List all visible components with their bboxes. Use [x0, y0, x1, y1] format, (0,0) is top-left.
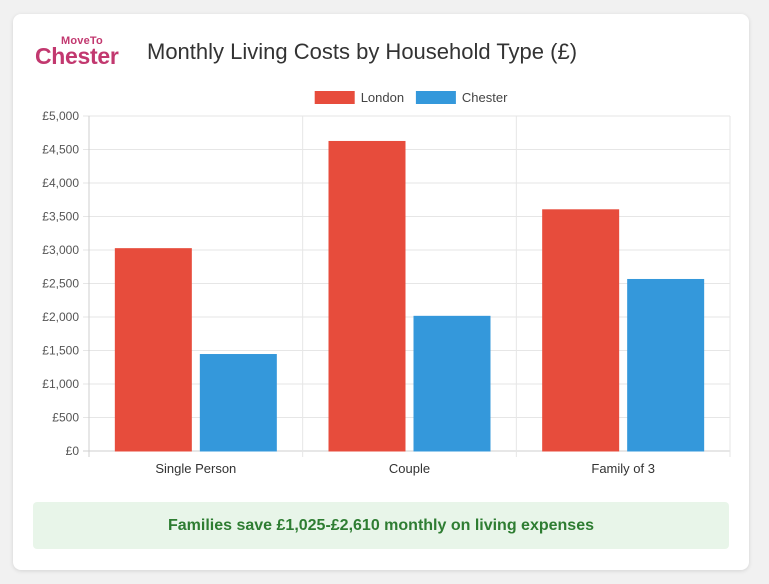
x-tick-label: Couple — [389, 461, 430, 476]
y-tick-label: £3,000 — [42, 243, 79, 257]
y-tick-label: £4,500 — [42, 143, 79, 157]
y-tick-label: £0 — [66, 444, 80, 458]
bar-london[interactable] — [114, 248, 192, 452]
card-header: MoveTo Chester Monthly Living Costs by H… — [35, 32, 577, 72]
bar-london[interactable] — [542, 209, 620, 452]
bar-chester[interactable] — [413, 315, 491, 452]
savings-banner: Families save £1,025-£2,610 monthly on l… — [33, 502, 729, 549]
y-tick-label: £1,500 — [42, 344, 79, 358]
y-tick-label: £2,500 — [42, 277, 79, 291]
x-tick-label: Family of 3 — [591, 461, 655, 476]
bar-london[interactable] — [328, 140, 406, 452]
logo-big-text: Chester — [35, 43, 119, 69]
savings-banner-text: Families save £1,025-£2,610 monthly on l… — [168, 516, 594, 534]
y-tick-label: £4,000 — [42, 176, 79, 190]
logo-small-text: MoveTo — [61, 35, 103, 47]
legend-label-chester[interactable]: Chester — [462, 90, 508, 105]
y-tick-label: £500 — [52, 411, 79, 425]
y-tick-label: £1,000 — [42, 377, 79, 391]
legend-swatch-chester[interactable] — [415, 91, 456, 104]
x-tick-label: Single Person — [155, 461, 236, 476]
legend-label-london[interactable]: London — [361, 90, 404, 105]
bar-chester[interactable] — [627, 278, 705, 452]
y-tick-label: £2,000 — [42, 310, 79, 324]
chart-card: MoveTo Chester Monthly Living Costs by H… — [13, 14, 749, 570]
y-tick-label: £3,500 — [42, 210, 79, 224]
legend-swatch-london[interactable] — [314, 91, 355, 104]
moveto-chester-logo[interactable]: MoveTo Chester — [35, 34, 131, 70]
bar-chart: £0 £500 £1,000 £1,500 £2,000 £2,500 £3,000 £3,5… — [42, 90, 731, 476]
y-tick-label: £5,000 — [42, 109, 79, 123]
page-title: Monthly Living Costs by Household Type (… — [147, 39, 578, 64]
bar-chester[interactable] — [199, 354, 277, 452]
